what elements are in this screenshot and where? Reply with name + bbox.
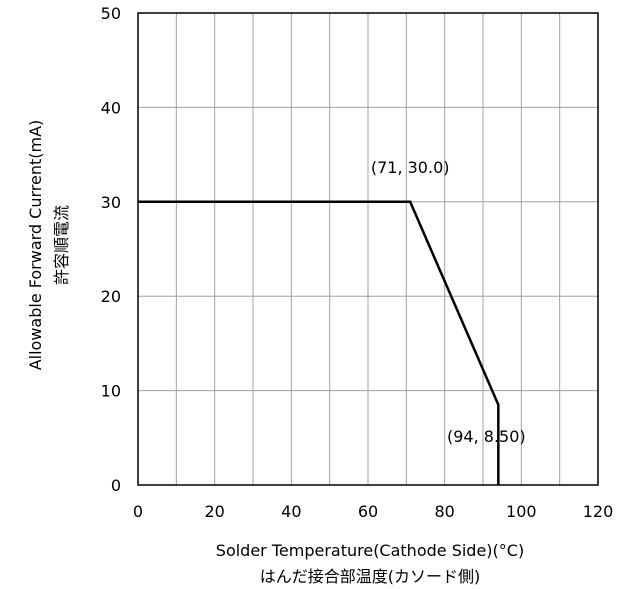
x-tick-labels: 0 20 40 60 80 100 120 xyxy=(133,502,613,521)
series-layer xyxy=(138,200,500,485)
grid-lines xyxy=(138,13,598,485)
x-tick-label: 40 xyxy=(281,502,301,521)
x-tick-label: 60 xyxy=(358,502,378,521)
y-axis-subtitle: 許容順電流 xyxy=(52,205,71,285)
x-tick-label: 100 xyxy=(506,502,537,521)
x-tick-label: 0 xyxy=(133,502,143,521)
y-tick-label: 0 xyxy=(111,476,121,495)
x-axis-subtitle: はんだ接合部温度(カソード側) xyxy=(260,567,481,586)
point-annotation: (71, 30.0) xyxy=(371,158,450,177)
y-tick-label: 40 xyxy=(101,98,121,117)
x-tick-label: 20 xyxy=(204,502,224,521)
y-tick-label: 30 xyxy=(101,193,121,212)
x-tick-label: 80 xyxy=(434,502,454,521)
y-tick-label: 50 xyxy=(101,4,121,23)
annotations: (71, 30.0) (94, 8.50) xyxy=(371,158,526,446)
x-axis-title: Solder Temperature(Cathode Side)(°C) xyxy=(216,541,524,560)
y-axis-title: Allowable Forward Current(mA) xyxy=(26,120,45,371)
y-tick-labels: 0 10 20 30 40 50 xyxy=(101,4,121,495)
y-tick-label: 20 xyxy=(101,287,121,306)
plot-frame xyxy=(137,12,599,486)
x-tick-label: 120 xyxy=(583,502,614,521)
y-tick-label: 10 xyxy=(101,382,121,401)
series-line-0 xyxy=(138,200,500,485)
point-annotation: (94, 8.50) xyxy=(447,427,526,446)
